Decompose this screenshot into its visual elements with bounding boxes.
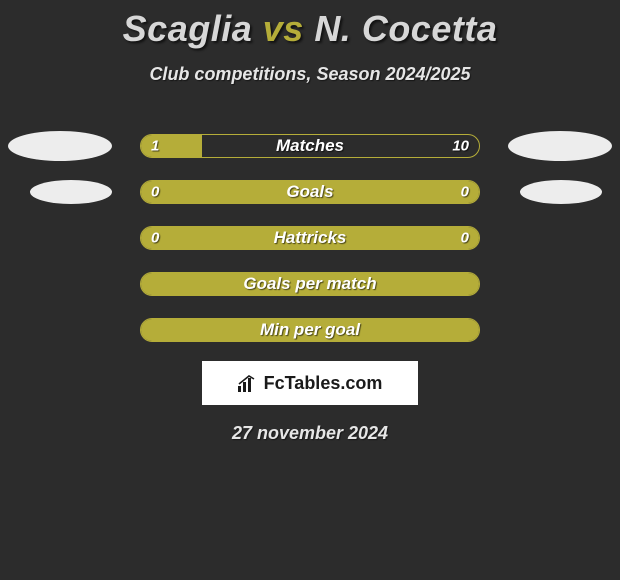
comparison-widget: Scaglia vs N. Cocetta Club competitions,… <box>0 8 620 580</box>
bar-fill <box>141 273 479 295</box>
page-title: Scaglia vs N. Cocetta <box>0 8 620 50</box>
stat-row: 00Hattricks <box>0 215 620 261</box>
bar-fill <box>141 227 479 249</box>
logo-text: FcTables.com <box>264 373 383 394</box>
player-left-name: Scaglia <box>123 8 253 49</box>
bar-fill <box>141 181 479 203</box>
player-left-badge <box>30 180 112 204</box>
player-right-name: N. Cocetta <box>314 8 497 49</box>
stat-bar: Min per goal <box>140 318 480 342</box>
stat-bar: 00Hattricks <box>140 226 480 250</box>
player-left-badge <box>8 131 112 161</box>
stat-row: 00Goals <box>0 169 620 215</box>
logo: FcTables.com <box>238 373 383 394</box>
chart-icon <box>238 374 260 392</box>
stat-row: Goals per match <box>0 261 620 307</box>
player-right-badge <box>508 131 612 161</box>
bar-left-fill <box>141 135 202 157</box>
stat-value-right: 10 <box>452 138 469 155</box>
vs-text: vs <box>263 8 304 49</box>
stats-block: 110Matches 00Goals 00Hattricks Goals per ma… <box>0 123 620 353</box>
bar-fill <box>141 319 479 341</box>
logo-box: FcTables.com <box>202 361 418 405</box>
stat-row: Min per goal <box>0 307 620 353</box>
stat-bar: Goals per match <box>140 272 480 296</box>
subtitle: Club competitions, Season 2024/2025 <box>0 64 620 85</box>
player-right-badge <box>520 180 602 204</box>
stat-row: 110Matches <box>0 123 620 169</box>
stat-bar: 00Goals <box>140 180 480 204</box>
date-text: 27 november 2024 <box>0 423 620 444</box>
stat-bar: 110Matches <box>140 134 480 158</box>
